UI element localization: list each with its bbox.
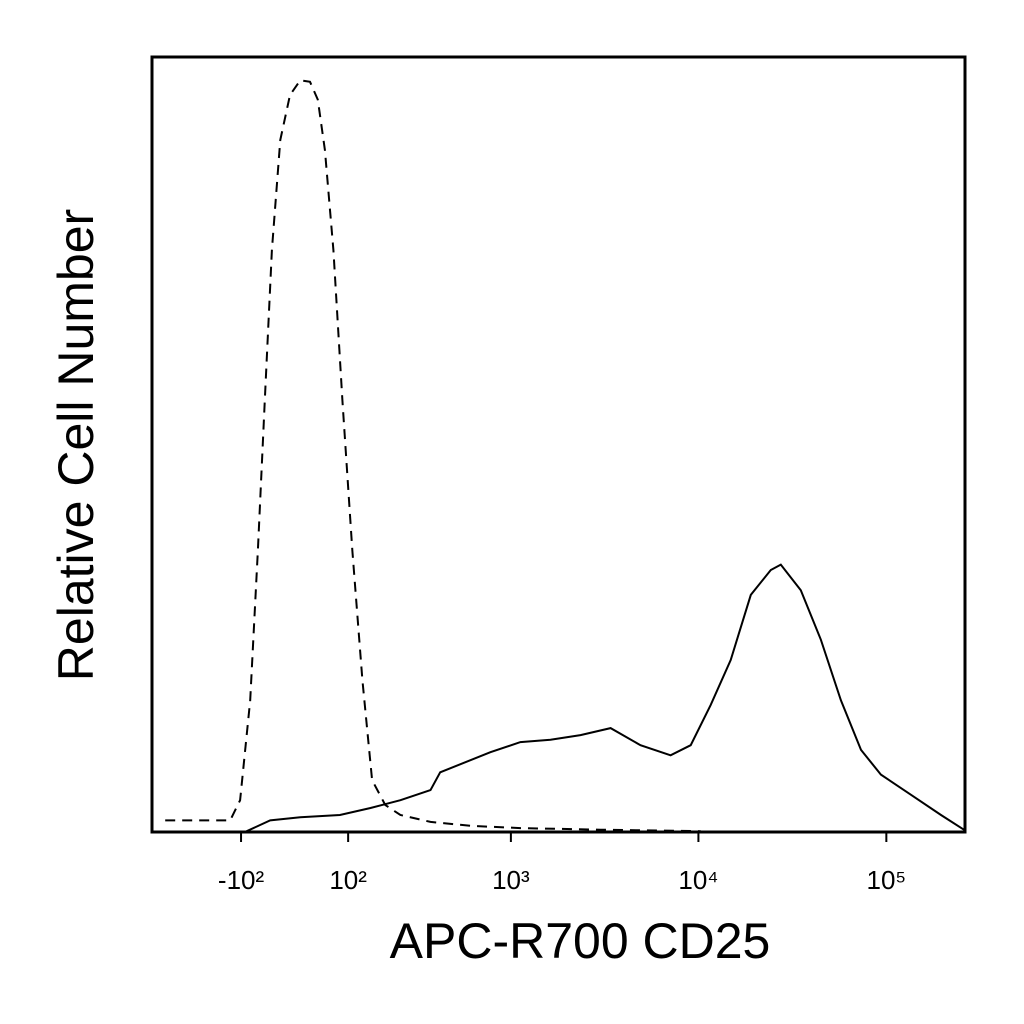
- y-axis-label: Relative Cell Number: [48, 209, 104, 681]
- x-tick-label: -10²: [218, 865, 265, 895]
- x-axis-label: APC-R700 CD25: [390, 913, 771, 969]
- x-tick-label: 10²: [329, 865, 367, 895]
- plot-frame: [150, 55, 967, 834]
- x-tick-label: 10³: [492, 865, 530, 895]
- x-tick-label: 10⁵: [866, 865, 906, 895]
- stained-histogram: [244, 563, 965, 833]
- x-tick-label: 10⁴: [678, 865, 718, 895]
- isotype-histogram: [165, 79, 701, 833]
